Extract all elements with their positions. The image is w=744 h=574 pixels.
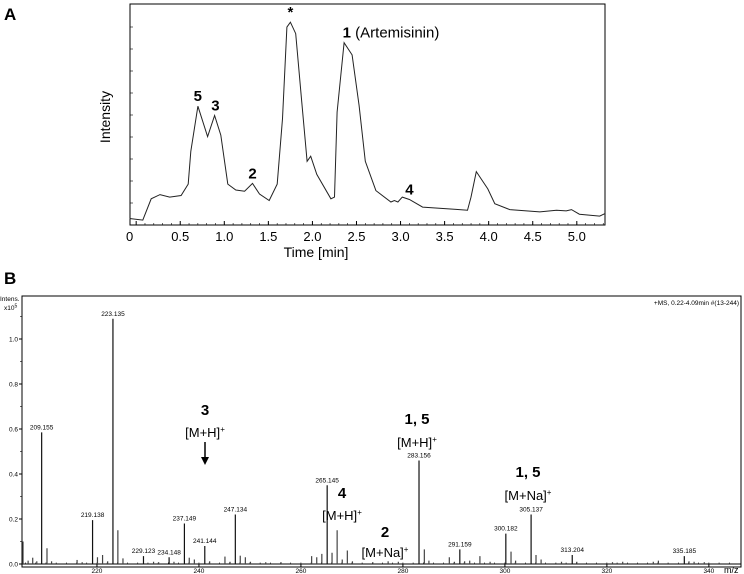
peak-mz-label: 300.182: [494, 526, 518, 533]
spectrum-frame: [21, 295, 742, 568]
peak-mz-label: 237.149: [173, 516, 197, 523]
arrow-head-icon: [201, 457, 209, 465]
panel-label-a: A: [4, 5, 16, 24]
y-tick-label: 0.4: [9, 472, 18, 479]
y-tick-label: 1.0: [9, 337, 18, 344]
chromatogram-trace: [129, 21, 606, 221]
x-tick-label: 2.0: [303, 229, 321, 244]
x-tick-label: 1.0: [215, 229, 233, 244]
peak-mz-label: 234.148: [157, 549, 181, 556]
peak-mz-label: 313.204: [560, 547, 584, 554]
peak-mz-label: 223.135: [101, 311, 125, 318]
y-tick-label: 0.0: [9, 562, 18, 569]
peak-label: *: [287, 4, 293, 21]
x-tick-label: 5.0: [568, 229, 586, 244]
spectrum-x-label: m/z: [724, 565, 739, 574]
panel-label-b: B: [4, 269, 16, 288]
chromatogram-x-label: Time [min]: [284, 244, 349, 260]
spectrum-annotations: 3 [M+H]+ 4 [M+H]+ 2 [M+Na]+ 1, 5 [M+H]+ 1, 5 [M+N…: [185, 402, 552, 560]
x-tick-label: 2.5: [347, 229, 365, 244]
chromatogram-y-label: Intensity: [97, 91, 113, 143]
y-tick-label: 0.6: [9, 427, 18, 434]
peak-mz-label: 291.159: [448, 541, 472, 548]
peak-mz-label: 229.123: [132, 548, 156, 555]
ion-label: [M+Na]+: [505, 488, 552, 503]
spectrum-peak-labels: 209.155 219.138 223.135 229.123 234.148 237.1…: [30, 311, 697, 557]
ion-label: [M+H]+: [322, 508, 362, 523]
peak-label: 3: [211, 97, 219, 114]
compound-label: 2: [381, 524, 389, 541]
x-tick-label: 1.5: [259, 229, 277, 244]
spectrum-y-unit: x105: [4, 304, 17, 313]
peak-mz-label: 241.144: [193, 538, 217, 545]
peak-mz-label: 209.155: [30, 424, 54, 431]
chromatogram-frame: [129, 3, 606, 226]
peak-label: 4: [405, 181, 414, 198]
x-tick-label: 240: [194, 568, 205, 574]
peak-mz-label: 305.137: [519, 507, 543, 514]
x-tick-label: 3.5: [436, 229, 454, 244]
y-tick-label: 0.2: [9, 517, 18, 524]
spectrum-info: +MS, 0.22-4.09min #(13-244): [654, 300, 739, 307]
x-tick-label: 4.5: [524, 229, 542, 244]
peak-label: 5: [194, 88, 202, 105]
ion-label: [M+H]+: [397, 435, 437, 450]
peak-mz-label: 247.134: [224, 507, 248, 514]
y-tick-label: 0.8: [9, 382, 18, 389]
compound-label: 1, 5: [404, 411, 429, 428]
x-tick-label: 340: [703, 568, 714, 574]
x-tick-label: 260: [296, 568, 307, 574]
x-tick-label: 220: [92, 568, 103, 574]
x-tick-label: 0: [126, 229, 133, 244]
x-tick-label: 3.0: [392, 229, 410, 244]
x-tick-label: 4.0: [480, 229, 498, 244]
x-tick-label: 300: [499, 568, 510, 574]
chromatogram-peak-labels: 53 2 * 1 (Artemisinin) 4: [194, 4, 440, 198]
peak-mz-label: 219.138: [81, 512, 105, 519]
compound-label: 4: [338, 485, 347, 502]
peak-mz-label: 335.185: [673, 548, 697, 555]
peak-label: 1 (Artemisinin): [343, 25, 440, 42]
ion-label: [M+Na]+: [362, 545, 409, 560]
spectrum-peaks: [22, 318, 705, 564]
spectrum-ticks: 0.0 0.2 0.4 0.6 0.8 1.0 220 240 260 280 300 320 340: [9, 316, 741, 574]
peak-label: 2: [248, 165, 256, 182]
x-tick-label: 0.5: [171, 229, 189, 244]
chromatogram-x-ticks: 0 0.5 1.0 1.5 2.0 2.5 3.0 3.5 4.0 4.5 5.0: [126, 26, 604, 244]
x-tick-label: 280: [397, 568, 408, 574]
spectrum-y-label: Intens.: [0, 296, 20, 303]
ion-label: [M+H]+: [185, 425, 225, 440]
x-tick-label: 320: [601, 568, 612, 574]
compound-label: 3: [201, 402, 209, 419]
peak-mz-label: 265.145: [315, 477, 339, 484]
compound-label: 1, 5: [515, 464, 540, 481]
peak-mz-label: 283.156: [407, 453, 431, 460]
